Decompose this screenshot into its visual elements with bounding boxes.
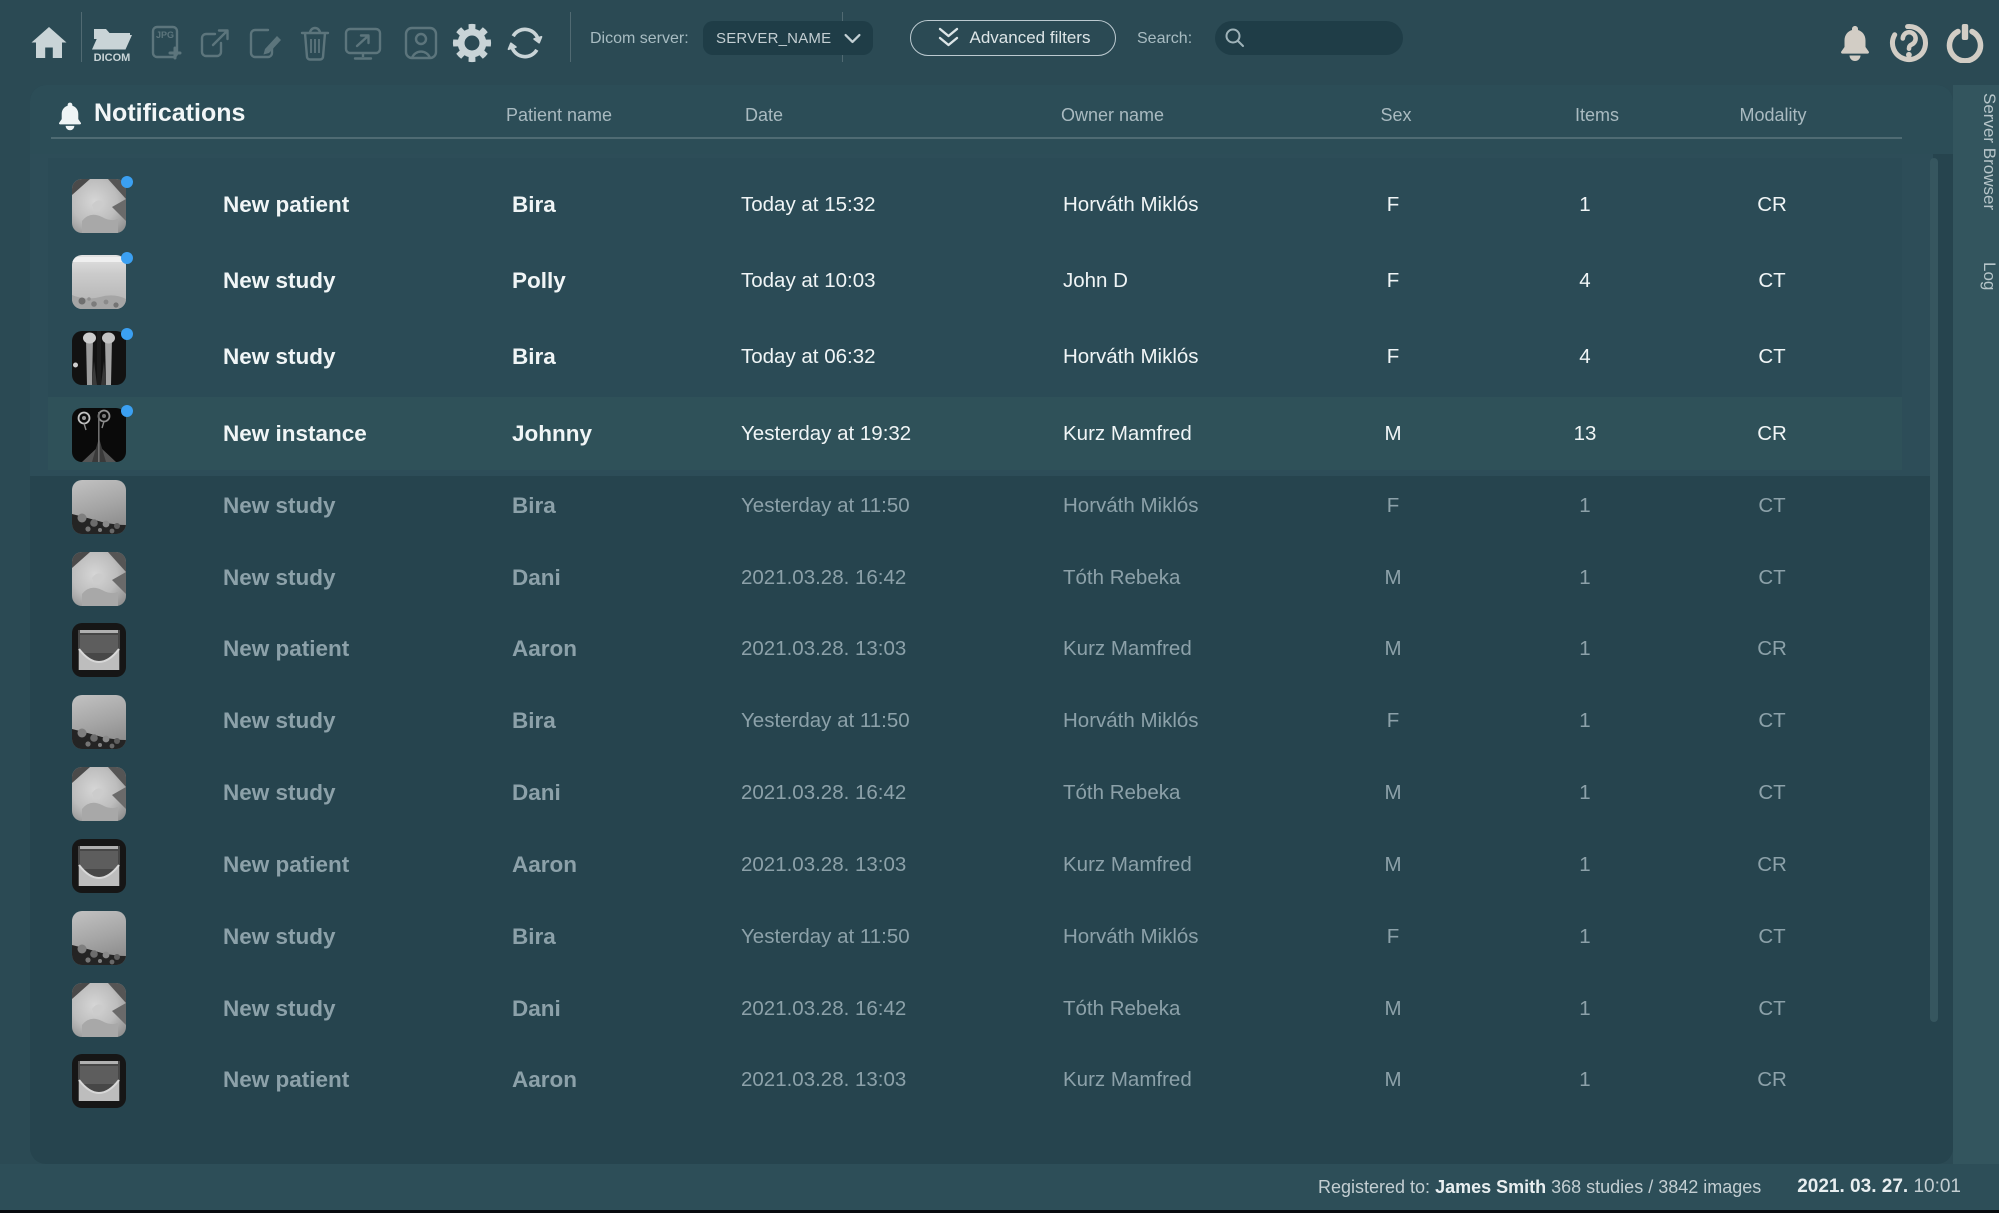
svg-text:JPG: JPG bbox=[156, 30, 174, 40]
svg-text:DICOM: DICOM bbox=[94, 52, 131, 64]
